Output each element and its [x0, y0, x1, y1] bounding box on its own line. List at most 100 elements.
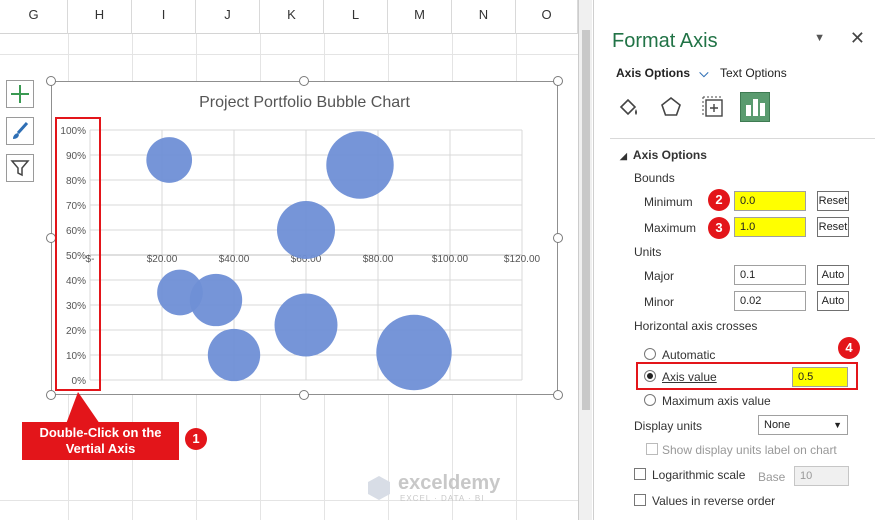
- funnel-icon: [10, 160, 30, 177]
- minor-input[interactable]: 0.02: [734, 291, 806, 311]
- minimum-label: Minimum: [644, 195, 693, 209]
- chart-filters-button[interactable]: [6, 154, 34, 182]
- axis-value-highlight: [636, 362, 858, 390]
- maximum-input[interactable]: 1.0: [734, 217, 806, 237]
- reverse-order-checkbox[interactable]: [634, 494, 646, 506]
- instruction-callout: Double-Click on the Vertial Axis: [22, 422, 179, 460]
- y-tick-label: 70%: [66, 201, 86, 212]
- section-axis-options[interactable]: ◢ Axis Options: [620, 148, 707, 162]
- major-input[interactable]: 0.1: [734, 265, 806, 285]
- chart-plot-area: 0% 10% 20% 30% 40% 50% 60% 70% 80% 90% 100% $- $20.0…: [60, 126, 541, 391]
- column-header[interactable]: O: [516, 0, 578, 34]
- paintbrush-icon: [13, 121, 29, 139]
- y-tick-label: 20%: [66, 326, 86, 337]
- callout-pointer: [66, 392, 100, 424]
- column-header[interactable]: M: [388, 0, 452, 34]
- column-header[interactable]: K: [260, 0, 324, 34]
- column-header[interactable]: L: [324, 0, 388, 34]
- resize-handle[interactable]: [46, 390, 56, 400]
- chevron-down-icon: ⌵: [699, 66, 709, 80]
- gridline: [0, 54, 578, 55]
- y-tick-label: 80%: [66, 176, 86, 187]
- axis-value-input[interactable]: 0.5: [792, 367, 848, 387]
- chart-side-tools: [6, 80, 34, 191]
- x-tick-label: $20.00: [147, 254, 178, 265]
- resize-handle[interactable]: [299, 390, 309, 400]
- exceldemy-logo-icon: [368, 476, 390, 500]
- x-tick-label: $60.00: [291, 254, 322, 265]
- major-auto-button[interactable]: Auto: [817, 265, 849, 285]
- section-label: Axis Options: [632, 148, 707, 162]
- bubble: [146, 137, 193, 183]
- automatic-label: Automatic: [662, 348, 716, 362]
- radio-axis-value[interactable]: [644, 370, 656, 382]
- radio-maximum-axis-value[interactable]: [644, 394, 656, 406]
- resize-handle[interactable]: [553, 233, 563, 243]
- watermark-brand: exceldemy: [398, 472, 501, 494]
- step-badge-3: 3: [708, 217, 730, 239]
- axis-options-bar-chart-icon[interactable]: [740, 92, 770, 122]
- y-tick-label: 40%: [66, 276, 86, 287]
- chart-styles-button[interactable]: [6, 117, 34, 145]
- minor-label: Minor: [644, 295, 675, 309]
- minor-auto-button[interactable]: Auto: [817, 291, 849, 311]
- tab-text-options[interactable]: Text Options: [720, 66, 787, 80]
- y-tick-label: 10%: [66, 351, 86, 362]
- reverse-order-label: Values in reverse order: [652, 494, 776, 508]
- minimum-input[interactable]: 0.0: [734, 191, 806, 211]
- y-tick-label: 90%: [66, 151, 86, 162]
- vertical-scrollbar[interactable]: [578, 0, 592, 520]
- bubble-chart[interactable]: Project Portfolio Bubble Chart 0% 10% 20% 3…: [51, 81, 558, 395]
- tab-axis-options[interactable]: Axis Options ⌵: [616, 66, 708, 81]
- add-chart-element-button[interactable]: [6, 80, 34, 108]
- chart-title[interactable]: Project Portfolio Bubble Chart: [199, 94, 410, 111]
- resize-handle[interactable]: [553, 76, 563, 86]
- base-input[interactable]: 10: [794, 466, 849, 486]
- bubble: [277, 201, 335, 259]
- resize-handle[interactable]: [299, 76, 309, 86]
- plus-icon: [11, 85, 29, 103]
- bubble: [376, 314, 452, 391]
- resize-handle[interactable]: [46, 76, 56, 86]
- column-header[interactable]: H: [68, 0, 132, 34]
- radio-automatic[interactable]: [644, 348, 656, 360]
- column-header[interactable]: J: [196, 0, 260, 34]
- maximum-reset-button[interactable]: Reset: [817, 217, 849, 237]
- column-header[interactable]: N: [452, 0, 516, 34]
- column-headers: G H I J K L M N O: [0, 0, 592, 34]
- tab-axis-options-label: Axis Options: [616, 66, 691, 80]
- display-units-select[interactable]: None ▼: [758, 415, 848, 435]
- task-pane-options-icon[interactable]: ▼: [814, 32, 825, 44]
- vertical-axis-highlight[interactable]: [55, 117, 101, 391]
- gridline: [0, 500, 578, 501]
- dropdown-arrow-icon: ▼: [833, 420, 842, 430]
- y-tick-label: 30%: [66, 301, 86, 312]
- fill-line-icon[interactable]: [614, 92, 644, 122]
- x-tick-label: $40.00: [219, 254, 250, 265]
- logarithmic-checkbox[interactable]: [634, 468, 646, 480]
- bubble: [189, 273, 243, 327]
- minimum-reset-button[interactable]: Reset: [817, 191, 849, 211]
- axis-crosses-label: Horizontal axis crosses: [634, 319, 758, 333]
- major-label: Major: [644, 269, 675, 283]
- pane-title: Format Axis: [612, 30, 718, 52]
- x-tick-label: $100.00: [432, 254, 469, 265]
- display-units-value: None: [764, 419, 791, 431]
- column-header[interactable]: G: [0, 0, 68, 34]
- bubble: [207, 328, 261, 382]
- close-icon[interactable]: ✕: [849, 28, 865, 48]
- watermark-tagline: EXCEL · DATA · BI: [400, 494, 485, 503]
- column-header[interactable]: I: [132, 0, 196, 34]
- resize-handle[interactable]: [553, 390, 563, 400]
- axis-value-label: Axis value: [662, 370, 717, 384]
- y-tick-label: 100%: [60, 126, 86, 137]
- y-tick-label: 50%: [66, 251, 86, 262]
- units-label: Units: [634, 245, 662, 259]
- y-tick-label: 0%: [72, 376, 87, 387]
- show-units-checkbox[interactable]: [646, 443, 658, 455]
- scroll-thumb[interactable]: [582, 30, 590, 410]
- x-tick-label: $-: [86, 254, 95, 265]
- pane-divider: [610, 138, 875, 139]
- size-properties-icon[interactable]: [698, 92, 728, 122]
- effects-pentagon-icon[interactable]: [656, 92, 686, 122]
